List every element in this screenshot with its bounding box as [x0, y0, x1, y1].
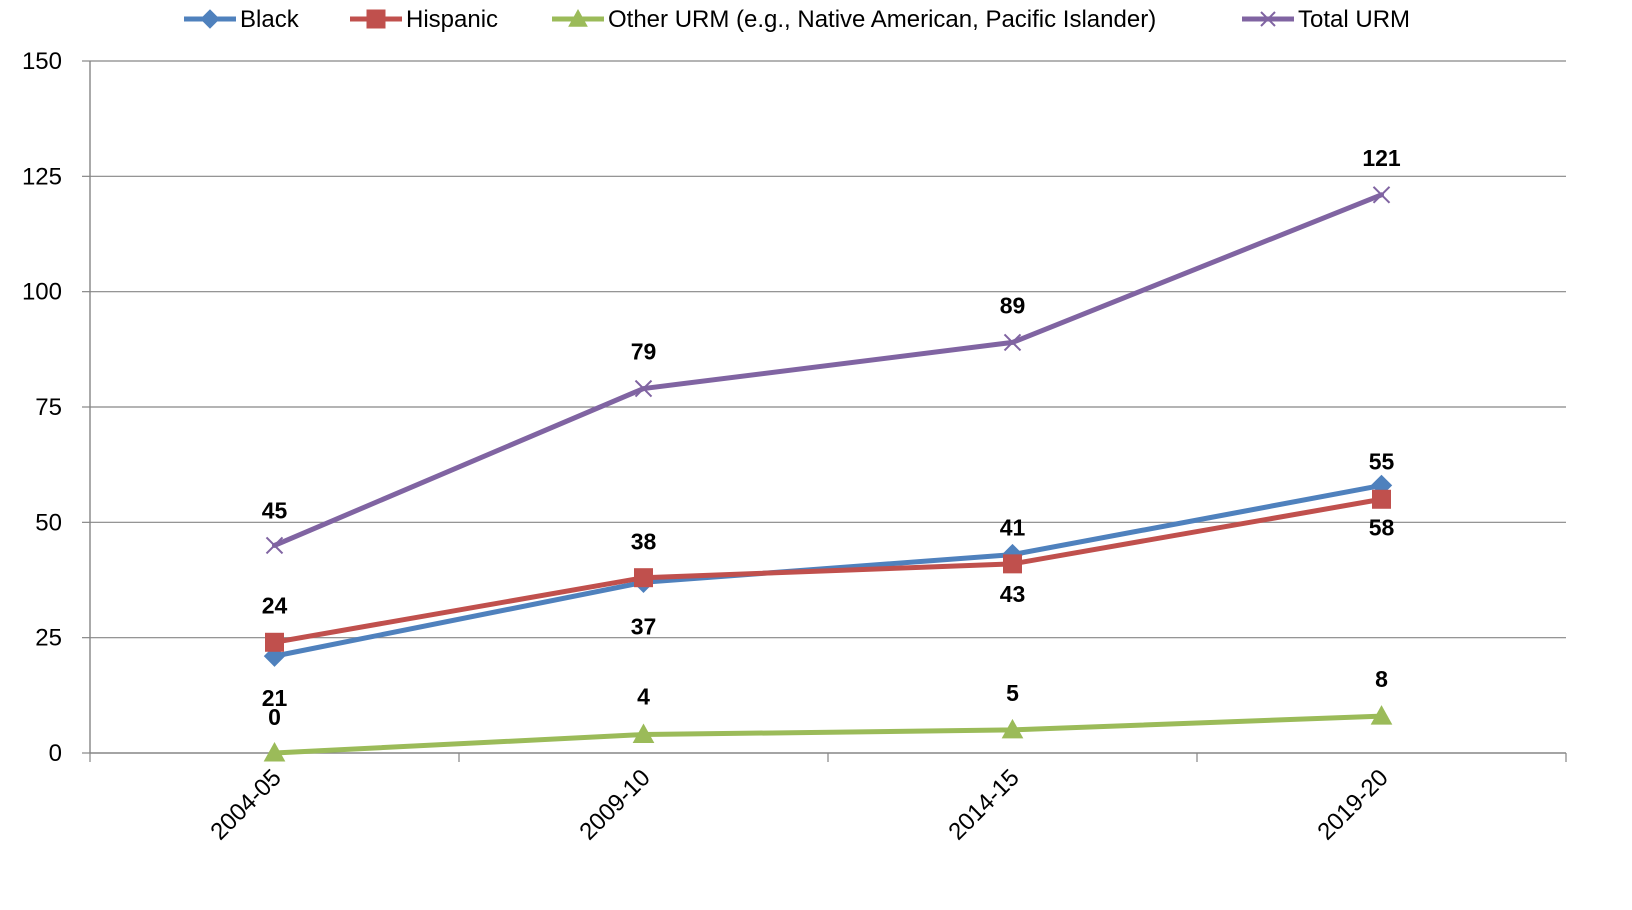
- y-axis-tick-labels: 0 25 50 75 100 125 150: [22, 48, 62, 767]
- data-label: 79: [631, 339, 657, 365]
- square-icon: [1004, 555, 1022, 573]
- data-point: [1004, 555, 1022, 573]
- legend-item: Total URM: [1242, 6, 1410, 33]
- legend-item: Black: [184, 6, 300, 33]
- data-label: 38: [631, 529, 657, 555]
- legend-item: Other URM (e.g., Native American, Pacifi…: [552, 6, 1156, 33]
- series-layer: [265, 187, 1392, 761]
- data-label: 8: [1375, 666, 1388, 692]
- legend: Black Hispanic Other URM (e.g., Native Ame…: [184, 6, 1410, 33]
- data-label: 41: [1000, 515, 1026, 541]
- series-line: [275, 716, 1382, 753]
- y-tick-label: 100: [22, 279, 62, 306]
- data-label: 37: [631, 613, 657, 639]
- y-tick-label: 0: [49, 740, 62, 767]
- square-icon: [266, 633, 284, 651]
- data-point: [635, 569, 653, 587]
- data-label: 5: [1006, 680, 1019, 706]
- axes: [82, 61, 1566, 762]
- x-tick-label: 2019-20: [1312, 764, 1393, 845]
- y-tick-label: 125: [22, 163, 62, 190]
- square-icon: [1373, 490, 1391, 508]
- data-point: [266, 633, 284, 651]
- data-label: 43: [1000, 581, 1026, 607]
- diamond-icon: [201, 10, 219, 28]
- legend-item: Hispanic: [350, 6, 498, 33]
- legend-label: Black: [240, 6, 300, 33]
- y-tick-label: 75: [35, 394, 62, 421]
- x-tick-label: 2014-15: [943, 764, 1024, 845]
- data-label: 121: [1362, 145, 1401, 171]
- series-line: [275, 195, 1382, 546]
- x-tick-label: 2004-05: [205, 764, 286, 845]
- legend-label: Other URM (e.g., Native American, Pacifi…: [608, 6, 1156, 33]
- y-tick-label: 25: [35, 625, 62, 652]
- data-label: 55: [1369, 448, 1395, 474]
- data-label: 24: [262, 592, 288, 618]
- y-tick-label: 150: [22, 48, 62, 75]
- data-point: [1373, 490, 1391, 508]
- data-label: 45: [262, 497, 288, 523]
- gridlines: [90, 61, 1566, 638]
- x-axis-tick-labels: 2004-05 2009-10 2014-15 2019-20: [205, 764, 1393, 845]
- data-label: 58: [1369, 514, 1395, 540]
- legend-label: Total URM: [1298, 6, 1410, 33]
- data-label: 4: [637, 684, 650, 710]
- square-icon: [367, 10, 385, 28]
- y-tick-label: 50: [35, 509, 62, 536]
- data-label: 0: [268, 704, 281, 730]
- x-tick-label: 2009-10: [574, 764, 655, 845]
- square-icon: [635, 569, 653, 587]
- series-3: [267, 187, 1390, 554]
- data-label: 89: [1000, 292, 1026, 318]
- legend-label: Hispanic: [406, 6, 498, 33]
